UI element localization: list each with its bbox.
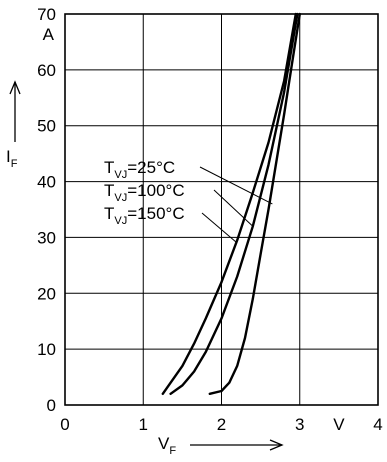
x-axis-arrowhead-icon	[269, 439, 284, 451]
y-tick-label: 20	[37, 284, 56, 303]
series-label-100c: TVJ=100°C	[104, 181, 185, 204]
y-axis-arrowhead-icon	[9, 80, 21, 95]
x-axis-unit: V	[333, 415, 345, 434]
series-line-0	[161, 12, 297, 395]
x-tick-label: 0	[60, 415, 69, 434]
series-line-2	[208, 12, 301, 395]
y-tick-label: 50	[37, 117, 56, 136]
x-axis-label: VF	[158, 434, 176, 457]
series-labels: TVJ=25°C TVJ=100°C TVJ=150°C	[104, 158, 185, 227]
y-tick-label: 60	[37, 61, 56, 80]
y-tick-label: 40	[37, 173, 56, 192]
series-line-1	[169, 12, 299, 395]
label-leader-lines	[199, 166, 273, 244]
x-tick-label: 4	[373, 415, 382, 434]
x-tick-label: 2	[217, 415, 226, 434]
y-tick-label: 30	[37, 228, 56, 247]
x-tick-label: 3	[295, 415, 304, 434]
y-tick-label: 70	[37, 5, 56, 24]
leader-line-1	[213, 189, 254, 227]
series-label-25c: TVJ=25°C	[104, 158, 175, 181]
leader-line-2	[201, 212, 238, 244]
y-axis-title: IF	[6, 80, 21, 170]
y-axis-unit: A	[43, 25, 55, 44]
y-axis-label: IF	[6, 147, 18, 170]
y-tick-label: 0	[47, 396, 56, 415]
x-tick-label: 1	[139, 415, 148, 434]
leader-line-0	[199, 166, 273, 205]
x-axis-title: VF	[158, 434, 284, 457]
y-tick-label: 10	[37, 340, 56, 359]
plot-frame	[64, 13, 379, 406]
grid-lines	[65, 14, 378, 405]
series-curves	[161, 12, 301, 395]
series-label-150c: TVJ=150°C	[104, 204, 185, 227]
